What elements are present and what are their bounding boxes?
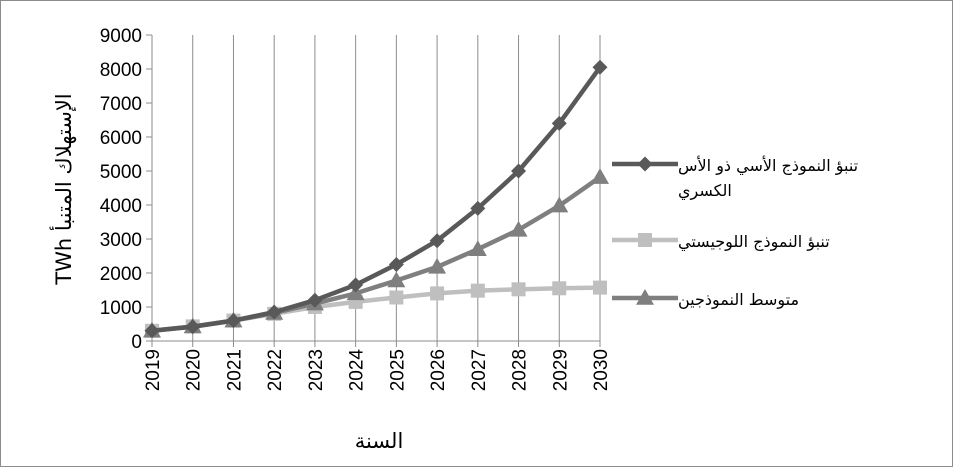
x-tick-label: 2023 (306, 349, 327, 391)
data-point-diamond (144, 323, 160, 339)
x-tick-label: 2019 (143, 349, 164, 391)
y-axis-title: الإستهلاك المتنبأ TWh (49, 93, 76, 285)
x-axis-title: السنة (355, 429, 404, 453)
series-lines (143, 59, 609, 339)
legend-item: تنبؤ النموذج الأسي ذو الأس الكسري (612, 155, 858, 201)
data-point-diamond (225, 313, 241, 329)
y-axis-ticks: 0 1000 2000 3000 4000 5000 6000 7000 8000 9000 (100, 26, 152, 353)
data-point-square (389, 290, 404, 305)
data-point-diamond (307, 292, 323, 308)
data-point-diamond (511, 163, 527, 179)
data-point-diamond (429, 233, 445, 249)
data-point-diamond (470, 200, 486, 216)
x-tick-label: 2029 (550, 349, 571, 391)
x-axis-ticks: 2019 2020 2021 2022 2023 2024 2025 2026 2027 2028… (143, 341, 612, 391)
legend-label: تنبؤ النموذج اللوجيستي (678, 232, 830, 252)
series-triangle (143, 168, 609, 338)
data-point-triangle (550, 196, 569, 213)
data-point-diamond (592, 59, 608, 75)
series-line (151, 175, 602, 334)
data-point-diamond (551, 115, 567, 131)
x-tick-label: 2027 (469, 349, 490, 391)
data-point-square (470, 283, 485, 298)
data-point-diamond (266, 304, 282, 320)
x-tick-label: 2028 (510, 349, 531, 391)
data-point-triangle (509, 220, 528, 237)
x-tick-label: 2030 (591, 349, 612, 391)
legend-item: تنبؤ النموذج اللوجيستي (612, 232, 830, 252)
y-tick-label: 5000 (100, 162, 142, 183)
y-tick-label: 9000 (100, 26, 142, 47)
x-tick-label: 2025 (387, 349, 408, 391)
series-line (151, 65, 602, 334)
series-diamond (144, 59, 608, 339)
data-point-diamond (185, 319, 201, 335)
legend-label: متوسط النموذجين (678, 290, 799, 310)
data-point-square (511, 282, 526, 297)
y-tick-label: 8000 (100, 60, 142, 81)
x-tick-label: 2020 (184, 349, 205, 391)
data-point-triangle (428, 257, 447, 274)
axes (151, 35, 600, 342)
x-tick-label: 2022 (265, 349, 286, 391)
legend-marker-triangle (636, 289, 654, 305)
y-tick-label: 2000 (100, 264, 142, 285)
y-tick-label: 7000 (100, 94, 142, 115)
y-tick-label: 0 (131, 332, 142, 353)
legend-marker-diamond (637, 156, 653, 172)
data-point-diamond (348, 277, 364, 293)
legend-marker-square (638, 233, 652, 247)
y-tick-label: 4000 (100, 196, 142, 217)
data-point-square (593, 280, 607, 295)
x-tick-label: 2024 (347, 349, 368, 392)
data-point-triangle (468, 240, 487, 256)
data-point-square (552, 281, 567, 296)
data-point-triangle (387, 271, 406, 288)
legend-label: الكسري (678, 181, 732, 201)
x-tick-label: 2021 (224, 349, 245, 391)
data-point-diamond (388, 257, 404, 272)
data-point-triangle (591, 168, 609, 184)
y-tick-label: 3000 (100, 230, 142, 251)
legend-label: تنبؤ النموذج الأسي ذو الأس (678, 155, 858, 176)
y-tick-label: 1000 (100, 298, 142, 319)
data-point-square (430, 286, 445, 301)
legend-item: متوسط النموذجين (612, 289, 799, 310)
x-tick-label: 2026 (428, 349, 449, 391)
y-tick-label: 6000 (100, 128, 142, 149)
